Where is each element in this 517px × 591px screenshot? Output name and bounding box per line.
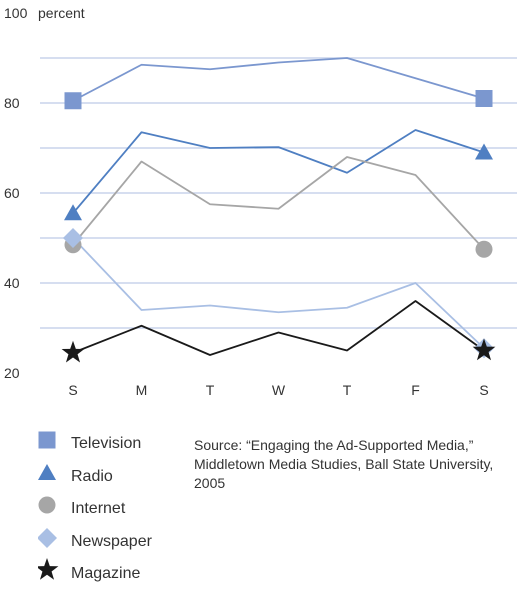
legend-item-television: Television bbox=[38, 428, 198, 461]
radio-marker bbox=[475, 143, 493, 160]
legend-item-magazine: Magazine bbox=[38, 558, 198, 591]
x-tick-label: S bbox=[479, 382, 488, 398]
star-icon bbox=[38, 558, 59, 580]
legend-item-internet: Internet bbox=[38, 493, 198, 526]
x-tick-label: M bbox=[136, 382, 148, 398]
television-marker bbox=[475, 90, 493, 107]
legend-label: Magazine bbox=[71, 565, 141, 582]
y-tick-label: 20 bbox=[4, 365, 20, 381]
magazine-legend-marker bbox=[38, 558, 59, 580]
legend-item-newspaper: Newspaper bbox=[38, 526, 198, 559]
x-tick-label: W bbox=[272, 382, 286, 398]
television-marker bbox=[64, 92, 82, 110]
square-icon bbox=[38, 431, 56, 449]
y-axis-ticks: 20 40 60 80 100 bbox=[4, 5, 28, 381]
x-tick-label: F bbox=[411, 382, 420, 398]
x-tick-label: T bbox=[343, 382, 352, 398]
x-tick-label: T bbox=[206, 382, 215, 398]
radio-marker bbox=[64, 204, 82, 221]
legend-label: Internet bbox=[71, 500, 126, 517]
y-axis-unit: percent bbox=[38, 5, 85, 21]
series-markers bbox=[61, 90, 496, 363]
magazine-line bbox=[72, 300, 485, 356]
newspaper-marker bbox=[63, 228, 83, 248]
diamond-icon bbox=[38, 527, 57, 548]
internet-marker bbox=[475, 240, 493, 258]
gridlines bbox=[40, 57, 517, 329]
source-note: Source: “Engaging the Ad-Supported Media… bbox=[194, 437, 494, 491]
radio-line bbox=[72, 129, 485, 214]
x-tick-label: S bbox=[68, 382, 77, 398]
circle-icon bbox=[38, 496, 56, 514]
legend-item-radio: Radio bbox=[38, 461, 198, 494]
line-chart: 20 40 60 80 100 percent S M T W T F S bbox=[4, 5, 517, 398]
legend-label: Radio bbox=[71, 467, 113, 485]
legend: Television Radio Internet Newspaper Magazine bbox=[38, 428, 198, 591]
y-tick-label: 60 bbox=[4, 185, 20, 201]
radio-legend-marker bbox=[38, 463, 56, 480]
y-tick-label: 40 bbox=[4, 275, 20, 291]
television-line bbox=[72, 57, 485, 102]
internet-line bbox=[72, 156, 485, 250]
magazine-marker bbox=[472, 338, 496, 361]
magazine-marker bbox=[61, 340, 85, 363]
newspaper-legend-marker bbox=[38, 527, 57, 548]
triangle-icon bbox=[38, 463, 56, 480]
legend-label: Newspaper bbox=[71, 532, 152, 550]
y-tick-label: 80 bbox=[4, 95, 20, 111]
series-lines bbox=[72, 57, 485, 356]
y-tick-label: 100 bbox=[4, 5, 28, 21]
television-legend-marker bbox=[38, 431, 56, 449]
internet-legend-marker bbox=[38, 496, 56, 514]
newspaper-line bbox=[72, 237, 485, 349]
legend-label: Television bbox=[71, 435, 142, 452]
